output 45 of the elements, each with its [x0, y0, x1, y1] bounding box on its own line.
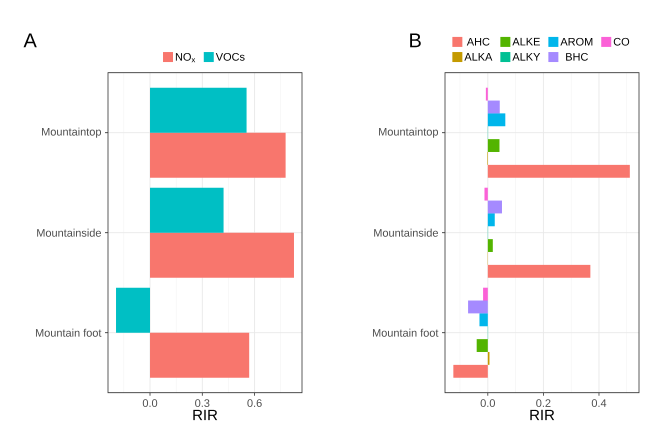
bar — [488, 239, 493, 252]
legend-label: ALKY — [512, 53, 540, 61]
x-axis-title: RIR — [530, 410, 554, 420]
y-tick-label: Mountainside — [37, 228, 101, 237]
y-tick-label: Mountaintop — [379, 128, 438, 138]
bar — [488, 113, 506, 126]
bar — [116, 288, 150, 333]
chart-title: B — [410, 34, 421, 48]
y-tick-label: Mountaintop — [42, 128, 102, 138]
bar — [479, 313, 488, 326]
bar — [483, 288, 488, 301]
legend-label: CO — [614, 38, 630, 46]
legend-label: BHC — [566, 52, 588, 61]
bar — [488, 164, 630, 178]
bar — [468, 300, 488, 314]
x-tick-label: 0.0 — [142, 399, 158, 407]
x-tick-label: 0.3 — [195, 399, 210, 407]
y-tick-label: Mountainside — [374, 228, 438, 237]
bar — [150, 132, 286, 178]
x-tick-label: 0.6 — [247, 399, 262, 407]
bar — [453, 364, 488, 378]
x-tick-label: 0.4 — [592, 399, 606, 407]
legend-label: ALKE — [512, 38, 540, 46]
bar — [488, 264, 590, 278]
bar — [476, 339, 488, 352]
bar — [488, 139, 500, 152]
y-tick-label: Mountain foot — [372, 328, 438, 337]
legend-label: ALKA — [464, 53, 492, 61]
bar — [150, 188, 224, 233]
bar — [488, 100, 500, 114]
chart-title: A — [24, 34, 37, 48]
bar — [150, 332, 250, 378]
bar — [488, 200, 502, 214]
bar — [150, 232, 294, 278]
legend-label: AHC — [466, 38, 490, 46]
legend-label: AROM — [560, 38, 592, 46]
y-tick-label: Mountain foot — [36, 328, 102, 337]
x-axis-title: RIR — [193, 410, 218, 420]
legend-label: NO$_{x}$ — [176, 52, 196, 62]
bar — [488, 213, 495, 226]
legend-label: VOCs — [216, 52, 245, 61]
bar — [150, 88, 247, 133]
x-tick-label: 0.2 — [536, 399, 550, 407]
bar — [484, 188, 488, 201]
x-tick-label: 0.0 — [480, 399, 495, 407]
